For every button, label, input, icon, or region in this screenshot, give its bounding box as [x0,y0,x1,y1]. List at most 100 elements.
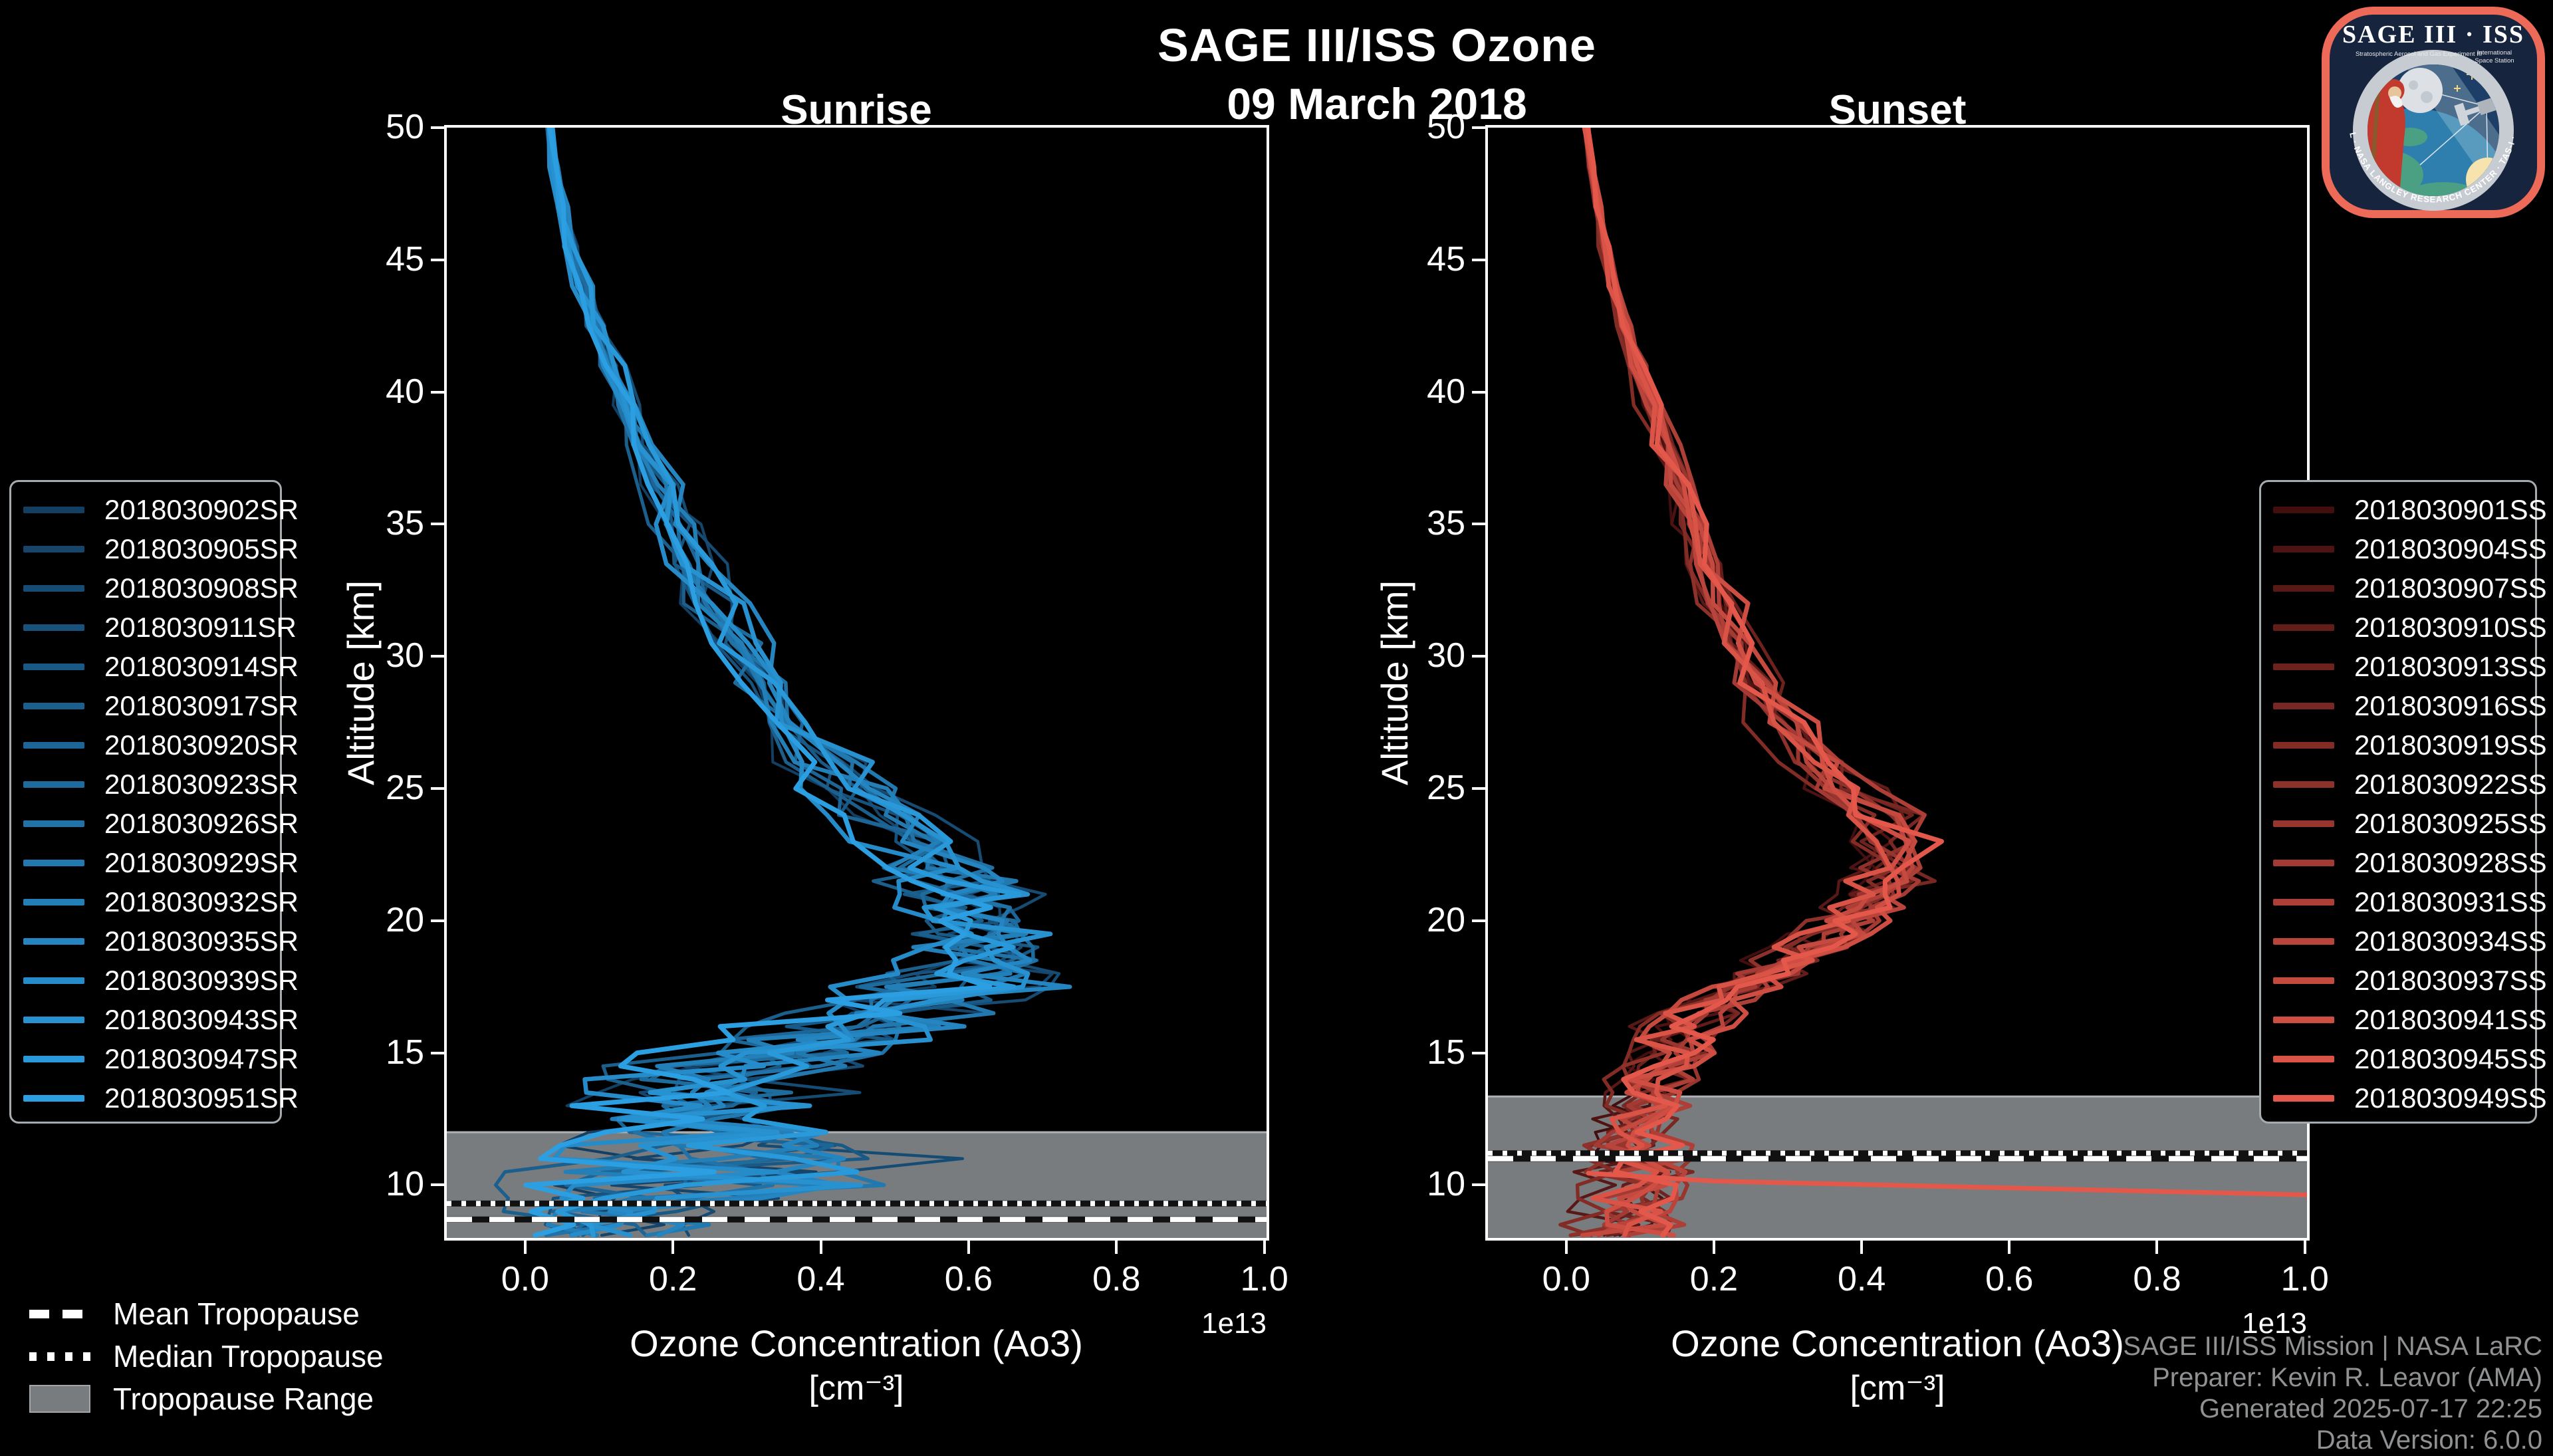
sunrise-x-tick-label: 0.8 [1092,1260,1141,1298]
sunset-legend-line-icon [2273,1055,2334,1062]
sunset-y-tick [1472,126,1485,129]
sunset-legend-item: 2018030928SS [2273,843,2547,882]
sunrise-legend-label: 2018030911SR [104,611,297,643]
sunrise-y-tick [431,787,444,790]
sunrise-profiles-chart [447,128,1267,1238]
sunrise-legend-line-icon [23,1055,84,1062]
sunrise-y-tick-label: 15 [386,1032,424,1072]
sunset-profile-2018030928SS [1582,128,1921,1237]
sunset-legend-label: 2018030913SS [2354,650,2547,682]
sunset-legend-item: 2018030937SS [2273,961,2547,1000]
sunrise-legend-item: 2018030947SR [23,1039,299,1078]
sunset-legend-line-icon [2273,741,2334,749]
sunrise-legend-label: 2018030908SR [104,572,299,604]
sunrise-legend-item: 2018030939SR [23,961,299,1000]
sunrise-legend-label: 2018030935SR [104,925,299,957]
sunrise-x-tick-label: 0.2 [649,1260,697,1298]
sunrise-legend-line-icon [23,702,84,709]
figure-subtitle: 09 March 2018 [1227,79,1527,128]
sunset-y-tick-label: 15 [1427,1032,1465,1072]
sunset-x-tick-label: 0.0 [1542,1260,1590,1298]
tropopause-legend-mean-row: Mean Tropopause [29,1296,384,1331]
sunrise-legend-label: 2018030905SR [104,533,299,564]
sunrise-y-tick [431,1183,444,1187]
sunrise-x-tick [1263,1241,1266,1254]
sunset-y-tick [1472,1183,1485,1187]
sunset-legend-label: 2018030934SS [2354,925,2547,957]
sunrise-profile-2018030951SR [523,128,993,1238]
sunset-y-tick [1472,258,1485,261]
sunrise-legend: 2018030902SR 2018030905SR 2018030908SR 2018… [9,480,299,1124]
sunset-legend-item: 2018030916SS [2273,686,2547,725]
sunrise-y-tick [431,258,444,261]
sunset-y-tick [1472,1051,1485,1054]
sunrise-legend-label: 2018030947SR [104,1042,299,1074]
sunset-profile-2018030901SS [1584,128,1878,1237]
attribution-preparer: Preparer: Kevin R. Leavor (AMA) [2152,1363,2542,1392]
tropopause-legend-range-row: Tropopause Range [29,1382,384,1416]
sunrise-plot-area [444,125,1269,1241]
sunset-legend-line-icon [2273,781,2334,788]
sunset-legend-item: 2018030925SS [2273,804,2547,843]
sunrise-legend-item: 2018030923SR [23,765,299,804]
sunrise-legend-line-icon [23,584,84,592]
sunset-legend-line-icon [2273,898,2334,906]
sunset-legend-label: 2018030931SS [2354,886,2547,917]
sunset-profile-2018030941SS [1584,128,1912,1238]
sunrise-legend-label: 2018030923SR [104,768,299,800]
sunset-legend-label: 2018030925SS [2354,807,2547,839]
sunrise-legend-label: 2018030939SR [104,964,299,996]
sunrise-legend-label: 2018030926SR [104,807,299,839]
sunset-y-tick-label: 10 [1427,1165,1465,1204]
patch-title: SAGE III · ISS [2342,21,2524,49]
sunset-y-tick [1472,390,1485,394]
sunrise-legend-line-icon [23,781,84,788]
sunset-y-tick [1472,787,1485,790]
sunrise-legend-line-icon [23,624,84,631]
sunrise-legend-line-icon [23,859,84,866]
sunset-x-tick-label: 0.4 [1837,1260,1886,1298]
sunset-y-tick-label: 35 [1427,504,1465,543]
mean-tropopause-dashed-line-icon [29,1309,90,1318]
sunrise-legend-line-icon [23,898,84,906]
sunrise-legend-item: 2018030951SR [23,1078,299,1118]
sunrise-y-tick-label: 40 [386,372,424,411]
sunset-y-tick [1472,919,1485,922]
sunset-legend-line-icon [2273,624,2334,631]
sunrise-legend-label: 2018030917SR [104,689,299,721]
attribution-mission: SAGE III/ISS Mission | NASA LaRC [2123,1332,2542,1361]
sunset-anomaly-line-2018030949SS [1586,1171,2307,1197]
sunrise-profile-2018030947SR [550,128,1022,1238]
sunset-plot-area [1485,125,2310,1241]
sunrise-legend-label: 2018030902SR [104,493,299,525]
sunrise-x-tick-label: 0.0 [501,1260,549,1298]
sunset-legend-line-icon [2273,663,2334,670]
sunset-legend-item: 2018030919SS [2273,725,2547,765]
sunrise-legend-line-icon [23,1094,84,1102]
sunrise-y-tick [431,655,444,658]
sunset-x-tick [1564,1241,1568,1254]
patch-subtitle-right-2: Space Station [2475,57,2514,64]
sunrise-legend-line-icon [23,663,84,670]
sunset-legend-label: 2018030919SS [2354,729,2547,761]
sunrise-x-tick [967,1241,970,1254]
sunrise-x-tick [1115,1241,1118,1254]
sunrise-legend-item: 2018030929SR [23,843,299,882]
sunrise-x-offset-text: 1e13 [1201,1307,1267,1340]
sunrise-profile-2018030943SR [548,128,1053,1238]
sage-iii-iss-mission-patch: SAGE III · ISS Stratospheric Aerosol and… [2317,0,2546,219]
sunrise-legend-item: 2018030926SR [23,804,299,843]
sunset-legend-label: 2018030922SS [2354,768,2547,800]
sunset-x-tick-label: 0.2 [1689,1260,1739,1298]
sunset-legend-item: 2018030913SS [2273,647,2547,686]
median-tropopause-dotted-line-icon [29,1352,90,1361]
sunrise-legend-line-icon [23,545,84,552]
sunrise-y-tick-label: 45 [386,239,424,279]
sunrise-legend-item: 2018030932SR [23,882,299,921]
sunrise-legend-label: 2018030914SR [104,650,299,682]
sunset-profile-2018030931SS [1583,128,1927,1238]
sunrise-legend-label: 2018030920SR [104,729,299,761]
sunrise-y-tick-label: 25 [386,769,424,808]
patch-subtitle-right-1: International [2477,49,2512,57]
sunset-legend-label: 2018030901SS [2354,493,2547,525]
